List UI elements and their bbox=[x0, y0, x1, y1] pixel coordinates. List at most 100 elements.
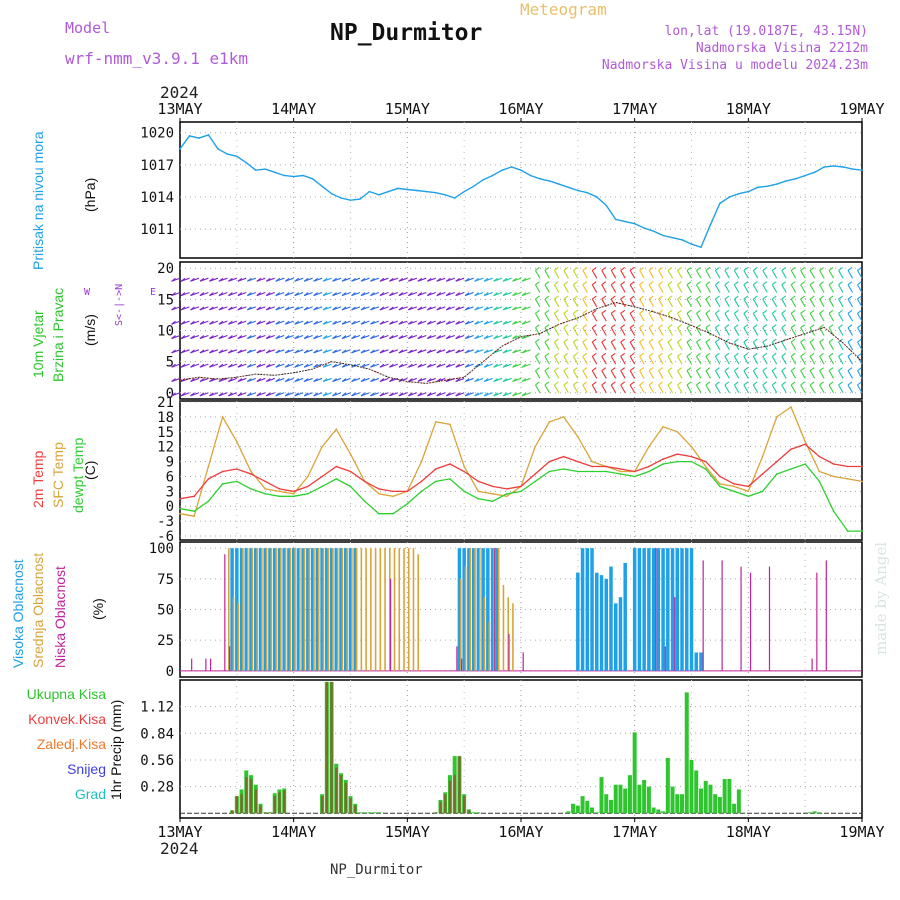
cloud-bar bbox=[254, 548, 258, 671]
wind-barb bbox=[445, 349, 451, 354]
y-tick-label: 25 bbox=[157, 633, 174, 649]
wind-barb bbox=[322, 363, 328, 368]
wind-barb bbox=[790, 370, 797, 379]
wind-barb bbox=[648, 367, 654, 372]
temp-2m-line-point bbox=[307, 485, 309, 488]
wind-barb bbox=[379, 349, 385, 354]
wind-barb bbox=[620, 313, 626, 322]
temp-2m-line-point bbox=[278, 488, 281, 490]
wind-barb bbox=[534, 313, 541, 322]
cloud-bar bbox=[291, 548, 296, 671]
wind-barb bbox=[715, 381, 720, 386]
wind-barb bbox=[790, 367, 796, 372]
cloud-bar bbox=[388, 548, 391, 671]
wind-barb bbox=[180, 392, 186, 397]
cloud-bar bbox=[674, 597, 676, 671]
wind-barb bbox=[715, 266, 720, 271]
pressure-line-point bbox=[719, 202, 721, 205]
total-precip-bar bbox=[604, 794, 609, 814]
wind-barb bbox=[303, 292, 309, 297]
wind-barb bbox=[544, 313, 550, 322]
wind-barb bbox=[455, 306, 461, 311]
wind-barb bbox=[658, 284, 664, 293]
wind-barb bbox=[601, 384, 607, 394]
wind-barb bbox=[752, 367, 758, 372]
wind-barb bbox=[535, 281, 540, 286]
pressure-line-point bbox=[340, 197, 342, 199]
wind-barb bbox=[752, 298, 759, 308]
wind-barb bbox=[667, 266, 673, 271]
wind-barb bbox=[715, 324, 720, 329]
temp-2m-line-point bbox=[605, 465, 608, 468]
wind-barb bbox=[322, 277, 328, 282]
cloud-bar bbox=[353, 548, 357, 671]
wind-barb bbox=[563, 381, 569, 386]
wind-barb bbox=[667, 367, 673, 372]
wind-barb bbox=[715, 338, 720, 343]
wind-barb bbox=[237, 320, 243, 325]
wind-barb bbox=[190, 392, 195, 397]
wind-barb bbox=[781, 327, 787, 336]
pressure-line-point bbox=[302, 174, 304, 177]
wind-barb bbox=[483, 392, 489, 397]
wind-barb bbox=[686, 327, 692, 336]
wind-barb bbox=[370, 292, 375, 297]
altitude-label: Nadmorska Visina 2212m bbox=[695, 41, 868, 56]
total-precip-bar bbox=[372, 812, 377, 814]
wind-barb bbox=[629, 381, 635, 386]
wind-barb bbox=[544, 341, 550, 351]
cloud-bar bbox=[417, 554, 420, 671]
wind-barb bbox=[857, 281, 862, 286]
wind-barb bbox=[493, 392, 498, 397]
sfc-temp-line-point bbox=[193, 515, 196, 517]
wind-barb bbox=[667, 281, 673, 286]
wind-barb bbox=[677, 381, 682, 386]
wind-barb bbox=[677, 327, 683, 336]
wind-barb bbox=[705, 295, 711, 300]
wind-barb bbox=[370, 363, 375, 368]
total-precip-bar bbox=[585, 800, 590, 814]
wind-barb bbox=[819, 324, 824, 329]
wind-barb bbox=[743, 284, 749, 293]
temp-2m-line-point bbox=[505, 488, 508, 490]
wind-barb bbox=[534, 284, 541, 293]
convective-precip-bar bbox=[249, 778, 253, 814]
wind-barb bbox=[648, 309, 654, 314]
wind-barb bbox=[658, 381, 663, 386]
cloud-bar bbox=[249, 548, 253, 671]
wind-barb bbox=[715, 295, 720, 300]
legend-graupel: Grad bbox=[74, 786, 106, 802]
wind-barb bbox=[648, 266, 654, 271]
wind-barb bbox=[809, 313, 816, 322]
dewpt-line-point bbox=[477, 497, 480, 500]
wind-barb bbox=[743, 327, 749, 336]
dewpt-line-point bbox=[704, 468, 707, 470]
wind-barb bbox=[199, 392, 205, 397]
pressure-line-point bbox=[368, 190, 371, 193]
wind-barb bbox=[610, 266, 616, 271]
wind-barb bbox=[705, 324, 711, 329]
wind-barb bbox=[351, 320, 356, 325]
wind-barb bbox=[180, 277, 186, 282]
wind-barb bbox=[781, 313, 787, 322]
wind-barb bbox=[762, 281, 768, 286]
cloud-bar bbox=[261, 548, 263, 671]
wind-barb bbox=[601, 341, 607, 351]
wind-barb bbox=[733, 370, 740, 379]
wind-barb bbox=[677, 313, 683, 322]
cloud-bar bbox=[661, 548, 665, 671]
wind-barb bbox=[705, 309, 711, 314]
wind-barb bbox=[502, 320, 508, 325]
dewpt-line-point bbox=[804, 463, 806, 465]
wind-barb bbox=[762, 324, 768, 329]
wind-barb bbox=[828, 298, 835, 308]
convective-precip-bar bbox=[467, 810, 471, 814]
wind-barb bbox=[762, 298, 768, 308]
wind-barb bbox=[838, 324, 843, 329]
wind-barb bbox=[474, 378, 479, 382]
wind-barb bbox=[790, 309, 796, 314]
wind-barb bbox=[847, 356, 854, 365]
dewpt-line-point bbox=[690, 460, 693, 463]
dewpt-line-point bbox=[790, 468, 792, 470]
pressure-line-point bbox=[236, 155, 238, 158]
